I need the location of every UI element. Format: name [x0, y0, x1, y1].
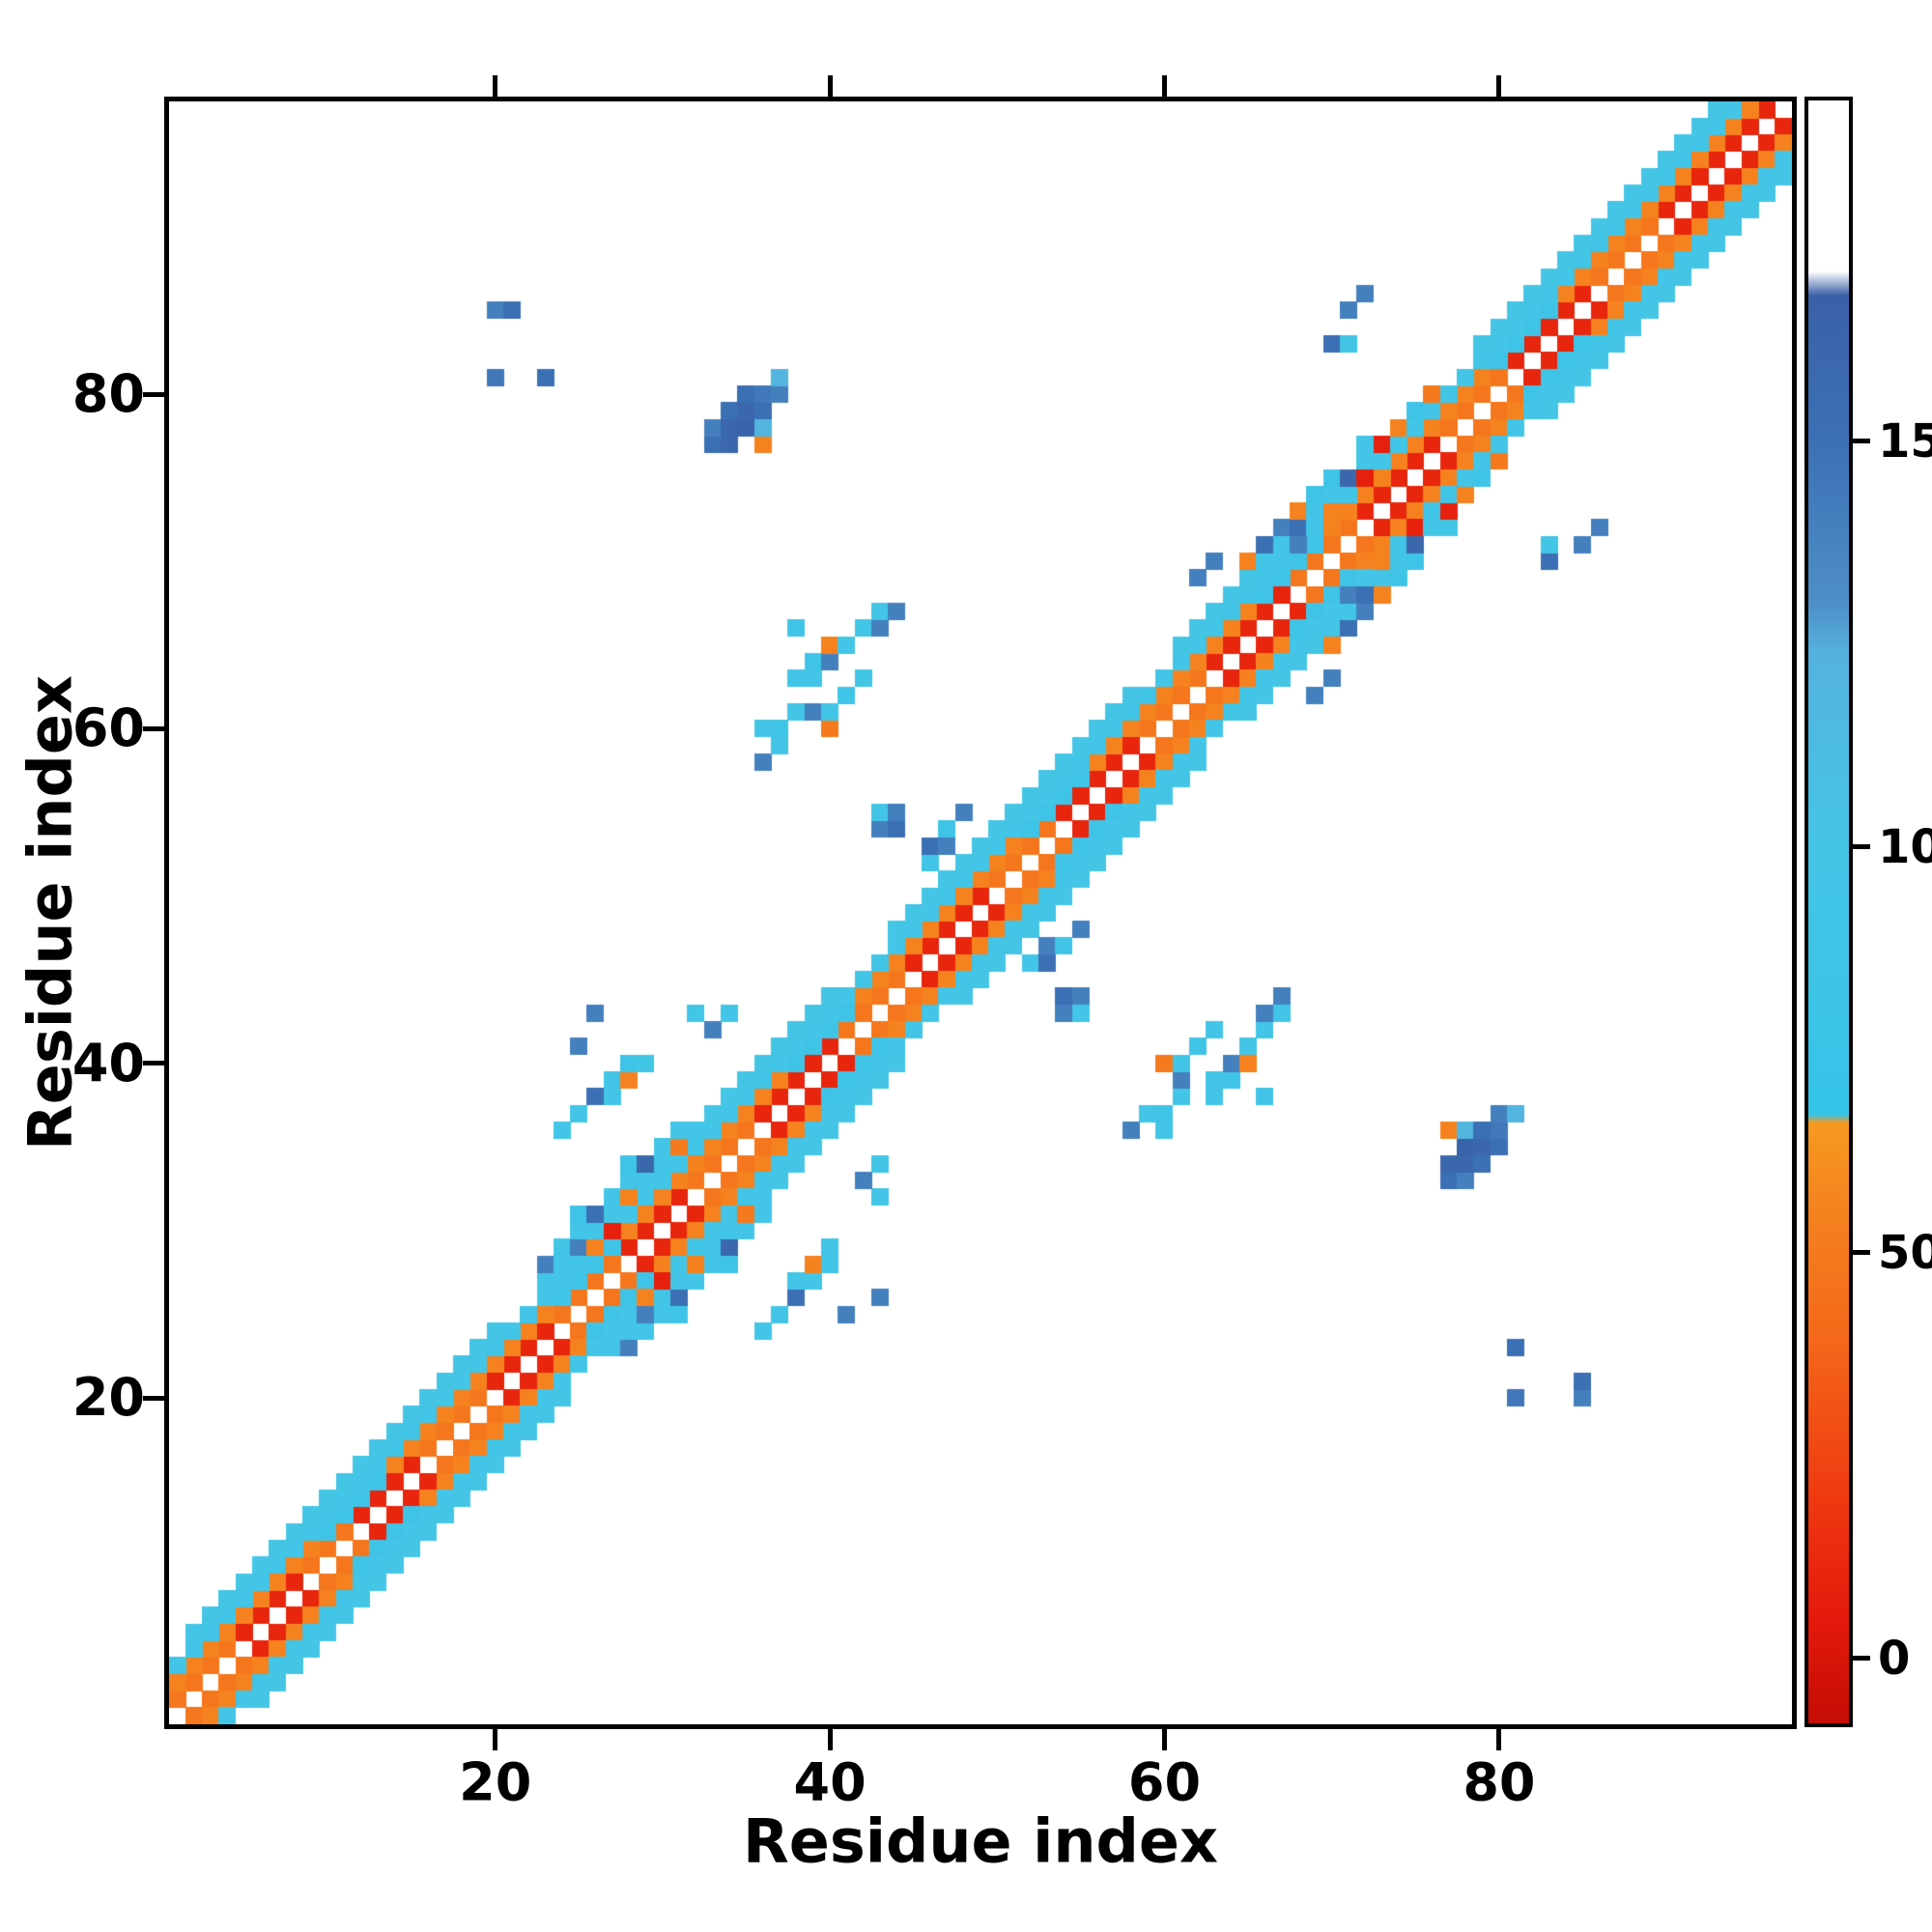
colorbar-tick-label: 100 [1878, 819, 1932, 874]
colorbar-tick-mark [1853, 439, 1870, 444]
y-tick-label: 60 [71, 697, 145, 759]
y-tick-label: 20 [71, 1367, 145, 1429]
colorbar-canvas [1808, 100, 1849, 1723]
y-tick-mark-left [143, 1061, 164, 1066]
x-tick-mark-top [493, 75, 498, 97]
x-tick-mark-top [1162, 75, 1167, 97]
x-tick-mark-bottom [493, 1729, 498, 1750]
heatmap-canvas [169, 101, 1792, 1724]
y-tick-mark-left [143, 725, 164, 731]
x-tick-mark-top [1496, 75, 1502, 97]
y-tick-mark-left [143, 1395, 164, 1401]
colorbar-tick-label: 50 [1878, 1225, 1932, 1280]
x-tick-mark-top [827, 75, 833, 97]
y-tick-label: 40 [71, 1032, 145, 1094]
x-tick-label: 40 [793, 1751, 867, 1813]
colorbar-tick-mark [1853, 844, 1870, 850]
x-tick-label: 60 [1127, 1751, 1202, 1813]
x-tick-label: 80 [1463, 1751, 1536, 1813]
x-tick-mark-bottom [827, 1729, 833, 1750]
colorbar-tick-mark [1853, 1656, 1870, 1662]
x-tick-mark-bottom [1162, 1729, 1167, 1750]
y-tick-label: 80 [71, 363, 145, 425]
y-tick-mark-left [143, 391, 164, 397]
colorbar-tick-mark [1853, 1250, 1870, 1256]
colorbar-tick-label: 150 [1878, 413, 1932, 469]
x-tick-label: 20 [459, 1751, 532, 1813]
x-tick-mark-bottom [1496, 1729, 1502, 1750]
x-axis-title: Residue index [743, 1805, 1218, 1877]
colorbar-tick-label: 0 [1878, 1631, 1911, 1686]
y-axis-title: Residue index [14, 675, 86, 1151]
